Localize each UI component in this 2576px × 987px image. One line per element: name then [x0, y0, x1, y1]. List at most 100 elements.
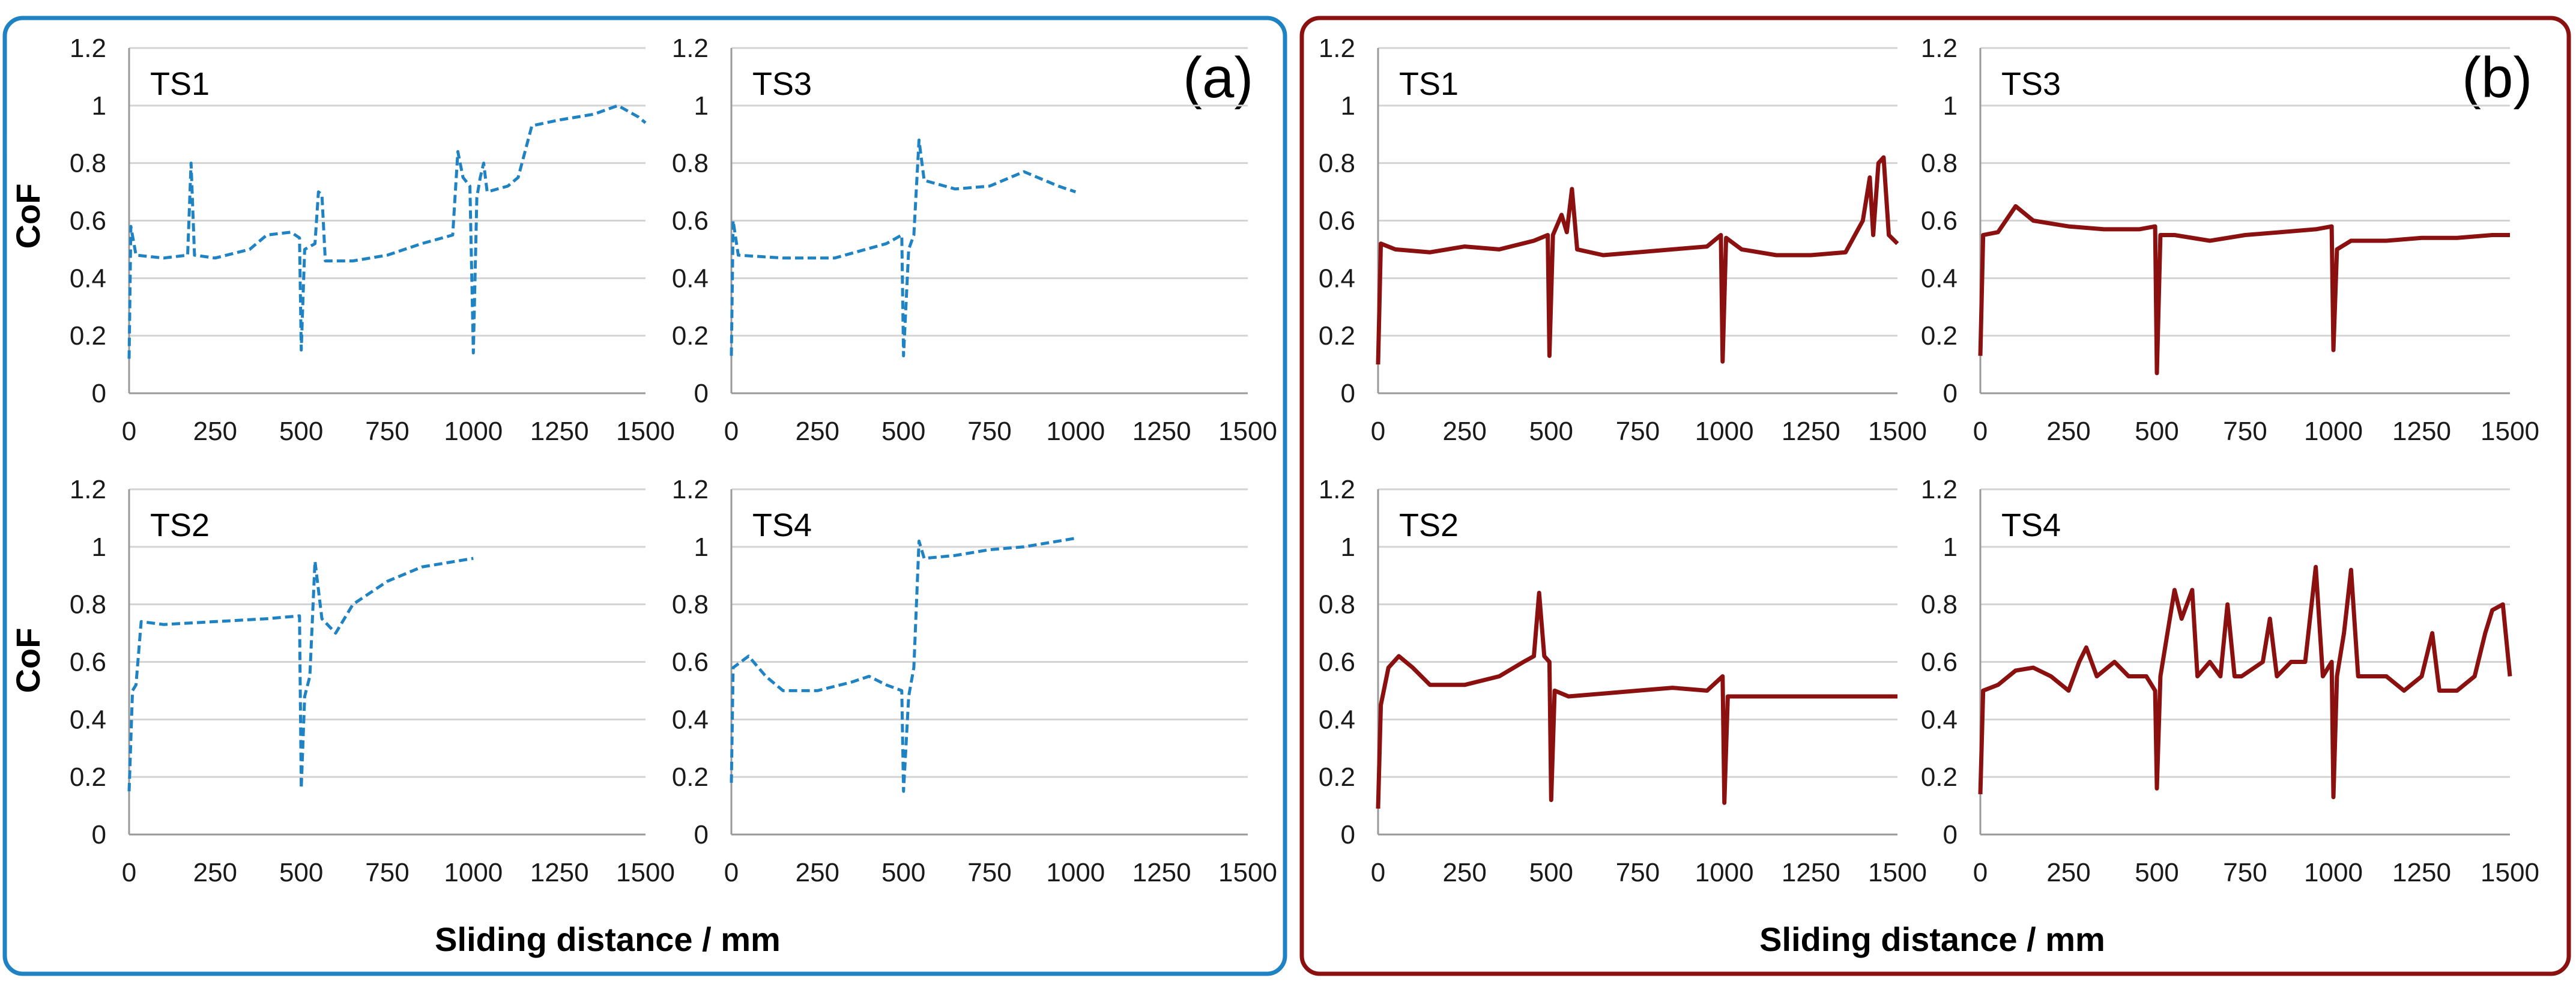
plot-b-ts4-xtick-label: 1250 [2392, 858, 2451, 887]
plot-b-ts2-xtick-label: 1250 [1782, 858, 1840, 887]
plot-a-ts2-xtick-label: 250 [193, 858, 237, 887]
plot-b-ts3-xtick-label: 1250 [2392, 417, 2451, 446]
plot-a-ts3-ytick-label: 0.8 [672, 149, 709, 178]
plot-a-ts1-xtick-label: 500 [279, 417, 323, 446]
plot-a-ts1-xtick-label: 1500 [616, 417, 675, 446]
y-axis-label-bottom: CoF [9, 628, 47, 693]
plot-a-ts2-ytick-label: 0.4 [70, 705, 106, 734]
plot-b-ts1-ytick-label: 0.4 [1319, 264, 1355, 293]
panel-a-letter: (a) [1183, 46, 1253, 110]
plot-b-ts2-series-line [1376, 591, 1897, 809]
plot-b-ts4-xtick-label: 0 [1973, 858, 1988, 887]
plot-a-ts2-xtick-label: 1000 [444, 858, 503, 887]
plot-a-ts4-ytick-label: 0.4 [672, 705, 709, 734]
plot-a-ts1-ytick-label: 0 [92, 379, 106, 408]
plot-a-ts2-xtick-label: 1500 [616, 858, 675, 887]
plot-b-ts4-ytick-label: 1 [1943, 533, 1958, 562]
plot-a-ts3-series-line [730, 138, 1077, 358]
plot-a-ts1-xtick-label: 0 [122, 417, 136, 446]
plot-b-ts1-ytick-label: 0.6 [1319, 207, 1355, 236]
panel-a-frame [2, 16, 1287, 976]
plot-a-ts2-ytick-label: 0.2 [70, 762, 106, 792]
plot-b-ts4: 0 0.2 0.4 0.6 0.8 1 1.2 0 250 500 750 1000 1250 1500 T… [1921, 475, 2539, 887]
plot-b-ts3-ytick-label: 0.6 [1921, 207, 1958, 236]
y-axis-label-top: CoF [9, 184, 47, 249]
plot-a-ts2-ytick-label: 0.8 [70, 590, 106, 620]
plot-a-ts4-xtick-label: 750 [967, 858, 1011, 887]
plot-b-ts2-xtick-label: 1500 [1868, 858, 1927, 887]
plot-a-ts3-xtick-label: 750 [967, 417, 1011, 446]
plot-b-ts1-xtick-label: 750 [1616, 417, 1660, 446]
plot-a-ts2-ytick-label: 0 [92, 820, 106, 850]
plot-a-ts4-series-line [730, 537, 1076, 793]
plot-a-ts2-series-line [127, 557, 474, 792]
plot-b-ts3-ytick-label: 0 [1943, 379, 1958, 408]
x-axis-label-b: Sliding distance / mm [1759, 920, 2105, 958]
plot-a-ts4-ytick-label: 0.6 [672, 648, 709, 677]
plot-b-ts3-xtick-label: 500 [2135, 417, 2178, 446]
plot-b-ts1-ytick-label: 0.2 [1319, 321, 1355, 351]
plot-a-ts3-xtick-label: 250 [796, 417, 839, 446]
plot-b-ts2-ytick-label: 1.2 [1319, 475, 1355, 504]
plot-b-ts4-xtick-label: 250 [2046, 858, 2090, 887]
plot-a-ts2-ytick-label: 1.2 [70, 475, 106, 504]
plot-a-ts2-title: TS2 [150, 507, 210, 543]
plot-b-ts2-ytick-label: 1 [1341, 533, 1355, 562]
plot-a-ts1-xtick-label: 750 [365, 417, 409, 446]
plot-b-ts2-xtick-label: 1000 [1695, 858, 1754, 887]
plot-b-ts3-xtick-label: 750 [2223, 417, 2267, 446]
plot-b-ts1-title: TS1 [1399, 66, 1459, 102]
plot-a-ts3-title: TS3 [752, 66, 812, 102]
plot-a-ts4-xtick-label: 1250 [1132, 858, 1191, 887]
plot-b-ts1-xtick-label: 250 [1442, 417, 1486, 446]
panel-b-frame [1299, 16, 2571, 976]
subplots: 00.20.40.60.811.20 250 500 750 1000 1250 1500T… [70, 34, 2539, 887]
plot-b-ts4-ytick-label: 0.4 [1921, 705, 1958, 734]
plot-a-ts2-xtick-label: 750 [365, 858, 409, 887]
plot-a-ts1-ytick-label: 0.6 [70, 207, 106, 236]
plot-a-ts2-xtick-label: 0 [122, 858, 136, 887]
plot-a-ts1-ytick-label: 1.2 [70, 34, 106, 63]
plot-b-ts4-ytick-label: 0 [1943, 820, 1958, 850]
plot-a-ts1-ytick-label: 1 [92, 91, 106, 121]
plot-b-ts1-xtick-label: 1000 [1695, 417, 1754, 446]
plot-b-ts3-ytick-label: 0.2 [1921, 321, 1958, 351]
plot-b-ts4-ytick-label: 1.2 [1921, 475, 1958, 504]
plot-a-ts3-ytick-label: 1 [694, 91, 709, 121]
plot-b-ts3: 0 0.2 0.4 0.6 0.8 1 1.2 0 250 500 750 1000 1250 1500 T… [1921, 34, 2539, 446]
plot-a-ts4-ytick-label: 1.2 [672, 475, 709, 504]
plot-b-ts2-xtick-label: 500 [1529, 858, 1573, 887]
plot-a-ts1-ytick-label: 0.2 [70, 321, 106, 351]
plot-b-ts3-ytick-label: 0.8 [1921, 149, 1958, 178]
plot-b-ts2-ytick-label: 0.8 [1319, 590, 1355, 620]
plot-b-ts3-series-line [1978, 204, 2510, 375]
plot-b-ts1-ytick-label: 1.2 [1319, 34, 1355, 63]
plot-b-ts4-xtick-label: 1000 [2304, 858, 2363, 887]
plot-b-ts4-xtick-label: 500 [2135, 858, 2178, 887]
plot-b-ts3-xtick-label: 250 [2046, 417, 2090, 446]
plot-a-ts4: 0 0.2 0.4 0.6 0.8 1 1.2 0 250 500 750 1000 1250 1500 T… [672, 475, 1277, 887]
plot-b-ts2-title: TS2 [1399, 507, 1459, 543]
plot-a-ts4-xtick-label: 0 [724, 858, 739, 887]
plot-a-ts4-xtick-label: 1500 [1218, 858, 1277, 887]
plot-b-ts4-xtick-label: 1500 [2481, 858, 2539, 887]
plot-a-ts2-ytick-label: 0.6 [70, 648, 106, 677]
plot-a-ts1-xtick-label: 1250 [530, 417, 589, 446]
plot-b-ts2-xtick-label: 0 [1371, 858, 1385, 887]
plot-b-ts1: 0 0.2 0.4 0.6 0.8 1 1.2 0 250 500 750 1000 1250 1500 T… [1319, 34, 1927, 446]
plot-b-ts1-ytick-label: 1 [1341, 91, 1355, 121]
plot-a-ts3-ytick-label: 0.2 [672, 321, 709, 351]
plot-a-ts4-ytick-label: 1 [694, 533, 709, 562]
plot-b-ts3-xtick-label: 0 [1973, 417, 1988, 446]
plot-a-ts3: 0 0.2 0.4 0.6 0.8 1 1.2 0 250 500 750 1000 1250 1500 T… [672, 34, 1277, 446]
plot-a-ts3-ytick-label: 0.6 [672, 207, 709, 236]
plot-a-ts3-ytick-label: 0 [694, 379, 709, 408]
plot-a-ts4-title: TS4 [752, 507, 812, 543]
plot-b-ts3-ytick-label: 1 [1943, 91, 1958, 121]
plot-b-ts4-series-line [1978, 564, 2512, 800]
plot-a-ts3-ytick-label: 0.4 [672, 264, 709, 293]
plot-a-ts1-xtick-label: 250 [193, 417, 237, 446]
plot-b-ts4-ytick-label: 0.6 [1921, 648, 1958, 677]
panel-b-letter: (b) [2462, 46, 2532, 110]
